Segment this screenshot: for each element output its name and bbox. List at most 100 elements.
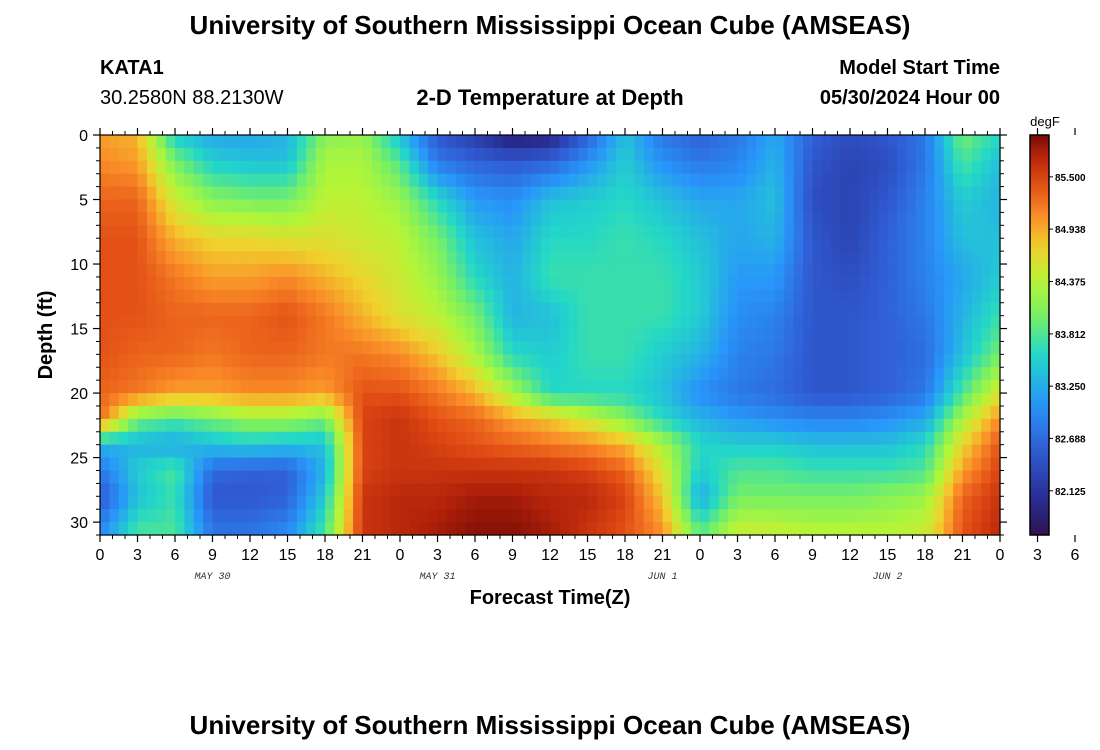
heatmap-cell — [212, 405, 223, 420]
heatmap-cell — [296, 147, 307, 162]
heatmap-cell — [887, 289, 898, 304]
heatmap-cell — [550, 509, 560, 523]
heatmap-cell — [596, 367, 607, 381]
heatmap-cell — [334, 212, 345, 226]
heatmap-cell — [681, 367, 692, 381]
heatmap-cell — [493, 405, 504, 420]
heatmap-cell — [803, 405, 814, 420]
heatmap-cell — [250, 483, 260, 497]
heatmap-cell — [193, 405, 204, 420]
heatmap-cell — [915, 431, 926, 446]
heatmap-cell — [915, 147, 926, 162]
heatmap-cell — [325, 135, 335, 149]
heatmap-cell — [465, 509, 476, 523]
heatmap-cell — [981, 251, 992, 265]
heatmap-cell — [362, 186, 373, 201]
heatmap-cell — [118, 225, 129, 239]
heatmap-cell — [409, 225, 420, 239]
heatmap-cell — [193, 199, 204, 214]
heatmap-cell — [456, 354, 467, 368]
heatmap-cell — [784, 431, 795, 446]
heatmap-cell — [390, 173, 401, 188]
heatmap-cell — [662, 135, 673, 149]
heatmap-cell — [606, 405, 617, 420]
heatmap-cell — [456, 289, 467, 304]
heatmap-cell — [475, 522, 485, 536]
heatmap-cell — [925, 276, 935, 291]
colorbar-unit: degF — [1030, 114, 1060, 129]
heatmap-cell — [971, 186, 982, 201]
heatmap-cell — [175, 393, 185, 407]
x-tick-label: 18 — [916, 547, 934, 564]
heatmap-cell — [343, 135, 354, 149]
heatmap-cell — [662, 212, 673, 226]
heatmap-cell — [840, 135, 851, 149]
heatmap-cell — [446, 444, 457, 459]
heatmap-cell — [559, 380, 570, 394]
heatmap-cell — [428, 135, 439, 149]
heatmap-cell — [156, 496, 167, 510]
heatmap-cell — [606, 160, 617, 175]
heatmap-cell — [137, 238, 148, 252]
heatmap-cell — [221, 431, 232, 446]
heatmap-cell — [109, 418, 120, 433]
heatmap-cell — [643, 135, 654, 149]
heatmap-cell — [278, 212, 289, 226]
heatmap-cell — [859, 160, 870, 175]
heatmap-cell — [315, 354, 326, 368]
heatmap-cell — [240, 186, 251, 201]
heatmap-cell — [812, 418, 823, 433]
heatmap-cell — [831, 199, 842, 214]
heatmap-cell — [278, 509, 289, 523]
heatmap-cell — [803, 289, 814, 304]
heatmap-cell — [437, 457, 448, 472]
heatmap-cell — [925, 264, 935, 278]
heatmap-cell — [512, 328, 523, 343]
heatmap-cell — [906, 341, 917, 355]
heatmap-cell — [934, 483, 945, 497]
heatmap-cell — [625, 470, 635, 484]
heatmap-cell — [325, 315, 335, 330]
heatmap-cell — [503, 302, 514, 317]
colorbar-tick-label: 84.938 — [1055, 225, 1086, 236]
heatmap-cell — [512, 173, 523, 188]
heatmap-cell — [287, 483, 298, 497]
heatmap-cell — [915, 522, 926, 536]
heatmap-cell — [709, 160, 720, 175]
heatmap-cell — [896, 393, 907, 407]
heatmap-cell — [353, 367, 364, 381]
heatmap-cell — [662, 341, 673, 355]
heatmap-cell — [315, 225, 326, 239]
heatmap-cell — [418, 315, 429, 330]
heatmap-cell — [718, 405, 729, 420]
heatmap-cell — [850, 315, 860, 330]
heatmap-cell — [325, 212, 335, 226]
heatmap-cell — [268, 238, 279, 252]
heatmap-cell — [784, 393, 795, 407]
heatmap-cell — [653, 276, 664, 291]
heatmap-cell — [465, 238, 476, 252]
heatmap-cell — [971, 289, 982, 304]
heatmap-cell — [109, 276, 120, 291]
heatmap-cell — [484, 483, 495, 497]
heatmap-cell — [250, 380, 260, 394]
heatmap-cell — [456, 341, 467, 355]
heatmap-cell — [381, 135, 392, 149]
heatmap-cell — [475, 212, 485, 226]
heatmap-cell — [334, 444, 345, 459]
heatmap-cell — [859, 289, 870, 304]
heatmap-cell — [409, 431, 420, 446]
heatmap-cell — [578, 444, 589, 459]
heatmap-cell — [878, 341, 889, 355]
heatmap-cell — [728, 457, 739, 472]
heatmap-cell — [109, 147, 120, 162]
heatmap-cell — [925, 186, 935, 201]
heatmap-cell — [521, 302, 532, 317]
heatmap-cell — [512, 276, 523, 291]
heatmap-cell — [662, 315, 673, 330]
heatmap-cell — [175, 418, 185, 433]
heatmap-cell — [540, 302, 551, 317]
heatmap-cell — [240, 341, 251, 355]
heatmap-cell — [756, 251, 767, 265]
heatmap-cell — [484, 444, 495, 459]
